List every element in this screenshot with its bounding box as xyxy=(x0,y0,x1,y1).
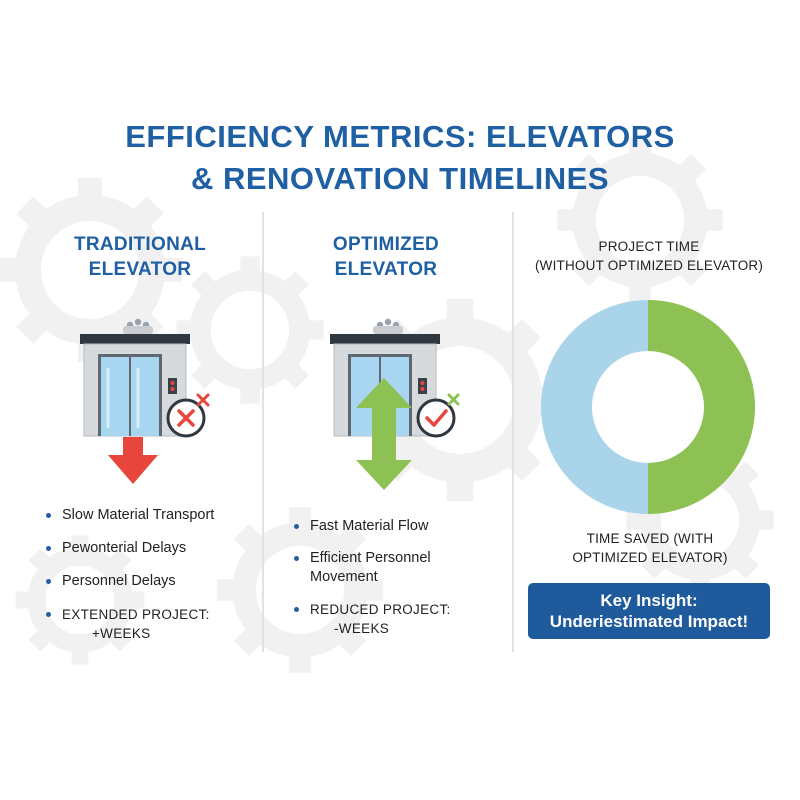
traditional-bullet-list: Slow Material Transport Pewonterial Dela… xyxy=(44,506,259,643)
list-item: EXTENDED PROJECT: +WEEKS xyxy=(44,605,259,643)
title-line-1: EFFICIENCY METRICS: ELEVATORS xyxy=(125,119,675,154)
list-item: REDUCED PROJECT: -WEEKS xyxy=(292,600,507,638)
column-divider-left xyxy=(262,212,264,652)
donut-bottom-label: TIME SAVED (WITH OPTIMIZED ELEVATOR) xyxy=(572,531,728,565)
donut-segment-1 xyxy=(648,300,755,514)
down-arrow-icon xyxy=(108,437,158,484)
check-circle-icon xyxy=(416,393,460,438)
list-item: Pewonterial Delays xyxy=(44,539,259,558)
list-item: Personnel Delays xyxy=(44,572,259,591)
optimized-heading: OPTIMIZED ELEVATOR xyxy=(332,234,440,280)
optimized-bullet-list: Fast Material Flow Efficient Personnel M… xyxy=(292,517,507,638)
list-item: Slow Material Transport xyxy=(44,506,259,525)
insight-line-1: Key Insight: xyxy=(600,591,698,610)
donut-top-label: PROJECT TIME (WITHOUT OPTIMIZED ELEVATOR… xyxy=(534,239,764,273)
key-insight-banner: Key Insight: Underiestimated Impact! xyxy=(528,583,770,639)
donut-segment-2 xyxy=(541,300,648,514)
insight-line-2: Underiestimated Impact! xyxy=(549,612,749,631)
traditional-heading: TRADITIONAL ELEVATOR xyxy=(73,234,207,280)
up-down-arrow-icon xyxy=(356,378,412,490)
page-title: EFFICIENCY METRICS: ELEVATORS & RENOVATI… xyxy=(60,116,740,200)
x-circle-icon xyxy=(166,393,210,438)
donut-chart xyxy=(541,300,755,514)
column-divider-right xyxy=(512,212,514,652)
title-line-2: & RENOVATION TIMELINES xyxy=(190,161,610,196)
list-item: Fast Material Flow xyxy=(292,517,507,536)
list-item: Efficient Personnel Movement xyxy=(292,549,507,587)
